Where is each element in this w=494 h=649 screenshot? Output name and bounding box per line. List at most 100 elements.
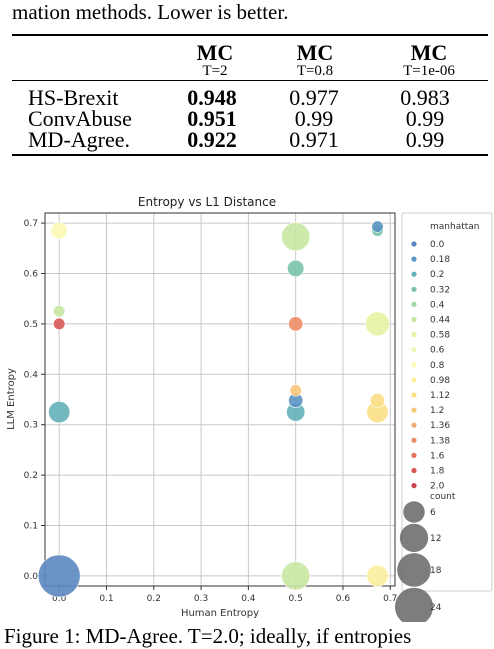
table-bottom-rule <box>12 154 488 156</box>
data-point <box>37 554 81 598</box>
row-label: MD-Agree. <box>28 127 131 152</box>
legend-swatch <box>411 271 417 277</box>
legend-swatch <box>411 467 417 474</box>
legend-hue-label: 1.6 <box>430 451 445 461</box>
table-cell: 0.948 <box>187 85 237 110</box>
table-cell: 0.971 <box>289 127 339 152</box>
legend-hue-label: 0.98 <box>430 376 450 386</box>
legend-hue-label: 2.0 <box>430 482 445 492</box>
legend-hue-label: 0.0 <box>430 240 445 250</box>
y-tick-label: 0.1 <box>24 522 38 532</box>
x-tick-label: 0.4 <box>241 594 256 604</box>
x-tick-label: 0.2 <box>147 594 161 604</box>
legend-swatch <box>411 241 417 247</box>
x-axis-ticks: 0.0 0.1 0.2 0.3 0.4 0.5 0.6 0.7 <box>52 586 397 604</box>
table-cell: 0.951 <box>187 106 237 131</box>
legend-swatch <box>411 483 417 489</box>
legend-hue-title: manhattan <box>430 222 479 232</box>
y-tick-label: 0.2 <box>24 471 38 481</box>
legend-hue-label: 1.38 <box>430 436 450 446</box>
column-header-label: MC <box>296 40 334 65</box>
legend-swatch <box>411 362 417 368</box>
data-point <box>369 392 386 409</box>
table-top-rule <box>12 34 488 36</box>
data-point <box>289 384 302 397</box>
data-point <box>366 564 389 587</box>
header-text: mation methods. Lower is better. <box>12 0 289 24</box>
x-tick-label: 0.6 <box>336 594 351 604</box>
data-points <box>37 220 390 598</box>
legend-hue-label: 0.32 <box>430 285 450 295</box>
x-tick-label: 0.0 <box>52 594 67 604</box>
legend-swatch <box>411 347 417 353</box>
column-header: MC T=2 <box>160 40 270 79</box>
gridlines <box>45 213 395 586</box>
legend-hue-label: 0.8 <box>430 361 445 371</box>
data-point <box>53 305 66 318</box>
table-mid-rule <box>12 80 488 81</box>
x-tick-label: 0.3 <box>194 594 208 604</box>
legend-size-items: 612182430 <box>394 501 442 622</box>
legend-hue-label: 0.4 <box>430 300 445 310</box>
chart-title: Entropy vs L1 Distance <box>138 195 276 209</box>
legend-swatch <box>411 422 417 428</box>
legend-swatch <box>411 286 417 292</box>
legend-hue-label: 1.2 <box>430 406 444 416</box>
y-tick-label: 0.3 <box>24 421 38 431</box>
legend-size-marker <box>397 553 431 587</box>
column-header-temperature: T=1e-06 <box>403 63 455 79</box>
legend-hue-label: 0.2 <box>430 270 444 280</box>
legend-hue-label: 1.12 <box>430 391 450 401</box>
y-tick-label: 0.7 <box>24 219 38 229</box>
legend-size-label: 6 <box>430 508 436 518</box>
data-point <box>371 220 384 233</box>
plot-frame <box>44 212 396 587</box>
y-tick-label: 0.4 <box>24 370 39 380</box>
row-label: HS-Brexit <box>28 85 119 110</box>
table-cell: 0.922 <box>187 127 237 152</box>
y-axis-ticks: 0.0 0.1 0.2 0.3 0.4 0.5 0.6 0.7 <box>24 219 45 582</box>
legend-hue-items: 0.0 0.18 0.2 0.32 0.4 0.44 0.58 0.6 0.8 0.98 1.12 1… <box>411 240 450 492</box>
legend-swatch <box>411 437 417 443</box>
table-cell: 0.977 <box>289 85 339 110</box>
legend-size-label: 24 <box>430 603 442 613</box>
legend-swatch <box>411 332 417 338</box>
x-tick-label: 0.1 <box>99 594 113 604</box>
legend-swatch <box>411 377 417 383</box>
column-header: MC T=1e-06 <box>374 40 484 79</box>
y-axis-label: LLM Entropy <box>6 368 17 430</box>
column-header-label: MC <box>196 40 234 65</box>
table-cell: 0.99 <box>405 127 445 152</box>
column-header-label: MC <box>410 40 448 65</box>
data-point <box>53 317 66 330</box>
legend-size-label: 18 <box>430 566 442 576</box>
legend-swatch <box>411 301 417 307</box>
legend-swatch <box>411 392 417 398</box>
legend-size-title: count <box>430 492 456 502</box>
x-axis-label: Human Entropy <box>181 608 259 619</box>
legend-size-marker <box>394 587 434 622</box>
legend-size-label: 12 <box>430 534 441 544</box>
data-point <box>365 311 390 337</box>
x-tick-label: 0.7 <box>383 594 397 604</box>
column-header: MC T=0.8 <box>260 40 370 79</box>
legend-hue-label: 0.58 <box>430 331 450 341</box>
scatter-chart: Entropy vs L1 Distance 0.0 0.1 0.2 0.3 0.4 0.… <box>6 195 493 622</box>
legend-frame <box>401 212 493 592</box>
data-point <box>288 316 304 332</box>
row-label: ConvAbuse <box>28 106 132 131</box>
data-point <box>281 222 311 252</box>
table-cell: 0.99 <box>294 106 334 131</box>
legend-size-marker <box>403 501 425 523</box>
legend-swatch <box>411 316 417 323</box>
y-tick-label: 0.5 <box>24 320 38 330</box>
data-point <box>287 259 305 278</box>
data-point <box>48 401 71 424</box>
column-header-temperature: T=0.8 <box>296 63 334 79</box>
table-cell: 0.99 <box>405 106 445 131</box>
legend-hue-label: 1.8 <box>430 467 445 477</box>
y-tick-label: 0.0 <box>24 572 39 582</box>
figure-caption: Figure 1: MD-Agree. T=2.0; ideally, if e… <box>4 624 412 648</box>
x-tick-label: 0.5 <box>289 594 303 604</box>
column-header-temperature: T=2 <box>202 63 228 79</box>
